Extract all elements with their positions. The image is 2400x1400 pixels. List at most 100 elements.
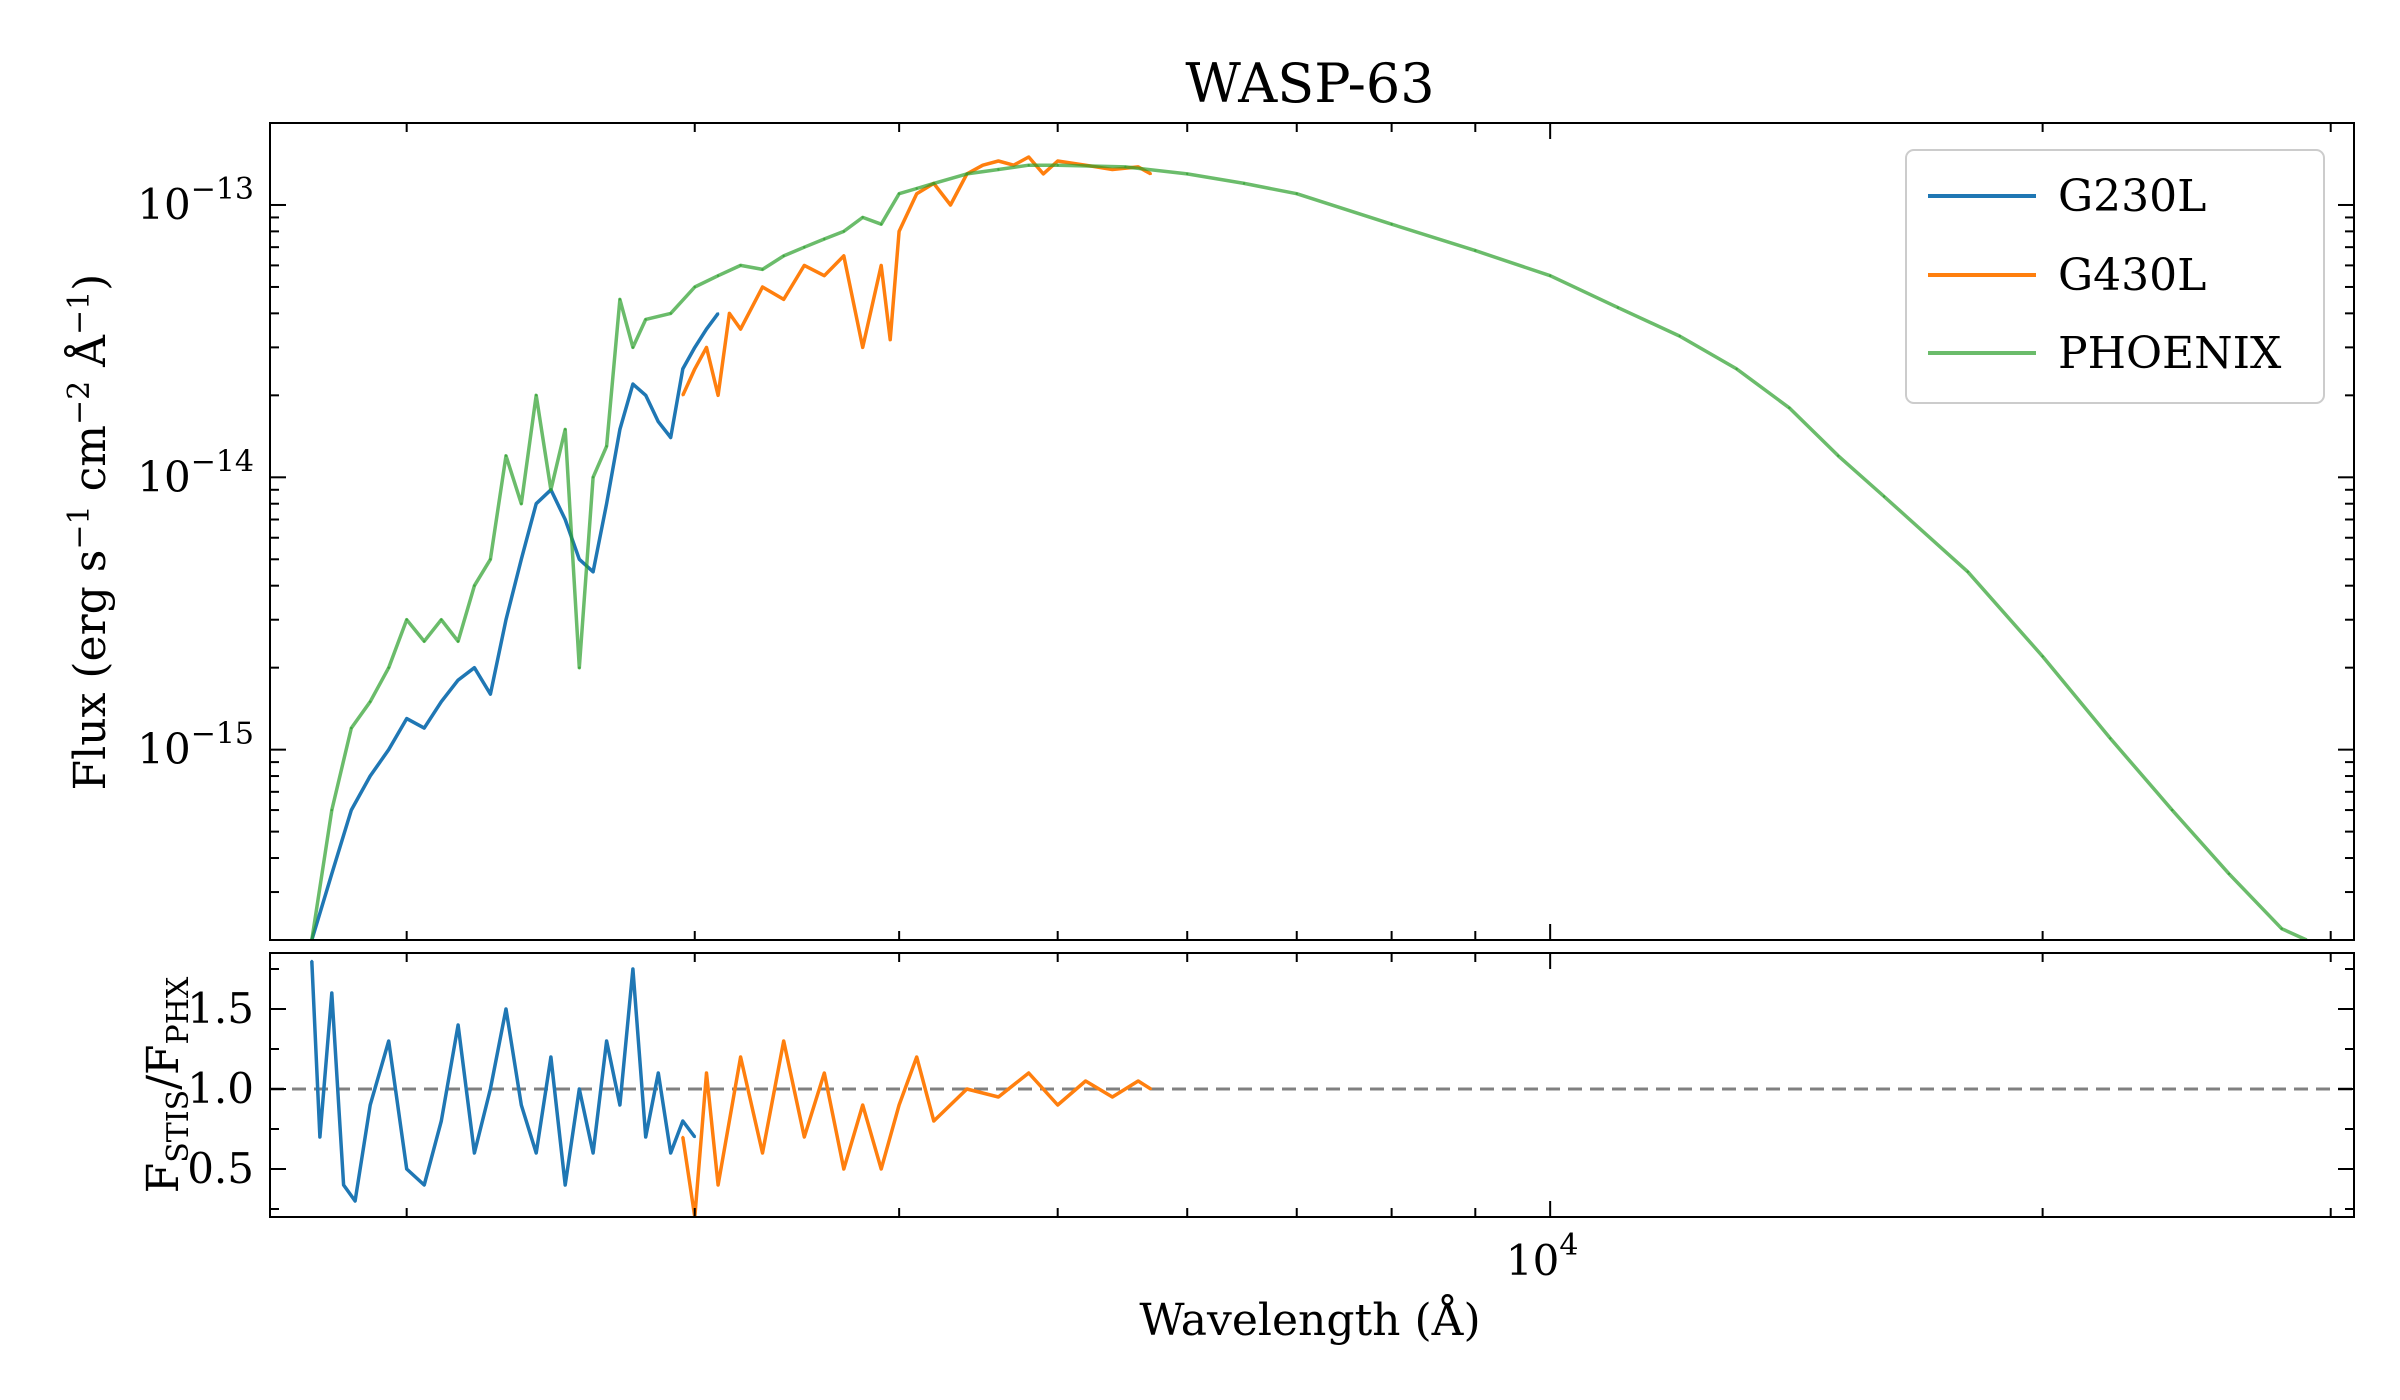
bottom-point-g430l xyxy=(1084,1079,1087,1083)
bottom-point-g230l xyxy=(456,1023,460,1027)
bottom-point-g430l xyxy=(1111,1095,1114,1099)
top-point-g230l xyxy=(605,502,608,505)
bottom-point-g430l xyxy=(803,1135,806,1139)
top-point-phoenix xyxy=(1616,306,1620,309)
bottom-point-g430l xyxy=(997,1095,1000,1099)
top-point-g230l xyxy=(456,678,460,682)
top-point-g230l xyxy=(657,420,660,423)
bottom-point-g430l xyxy=(915,1055,918,1059)
top-point-g230l xyxy=(405,717,408,720)
top-x-ticks xyxy=(405,123,2332,940)
top-point-phoenix xyxy=(387,666,390,669)
top-point-phoenix xyxy=(2171,808,2174,812)
bottom-point-g230l xyxy=(618,1103,622,1107)
bottom-point-g230l xyxy=(423,1183,426,1187)
bottom-point-g430l xyxy=(861,1103,864,1107)
top-point-g430l xyxy=(803,264,806,267)
bottom-point-g430l xyxy=(823,1071,826,1075)
top-point-g230l xyxy=(644,394,647,397)
top-point-phoenix xyxy=(1056,164,1059,167)
bottom-point-g230l xyxy=(631,967,635,971)
top-y-tick-label: 10−13 xyxy=(137,172,254,229)
top-point-g430l xyxy=(681,394,684,397)
top-point-g230l xyxy=(473,666,476,669)
bottom-x-ticks: 104 xyxy=(405,953,2332,1285)
top-point-g430l xyxy=(693,367,696,371)
top-series-phoenix xyxy=(310,163,2308,940)
legend-box xyxy=(1905,149,2325,404)
bottom-point-g430l xyxy=(897,1103,901,1107)
bottom-point-g430l xyxy=(716,1183,720,1187)
top-point-phoenix xyxy=(1242,182,1246,185)
top-point-g230l xyxy=(693,346,696,349)
bottom-point-g230l xyxy=(591,1151,595,1155)
bottom-point-g230l xyxy=(353,1199,357,1203)
top-series-group xyxy=(310,155,2308,940)
bottom-point-g430l xyxy=(761,1151,764,1155)
top-point-phoenix xyxy=(1186,172,1189,176)
legend-label-g230l: G230L xyxy=(2058,171,2206,222)
top-point-g230l xyxy=(669,436,672,439)
top-point-phoenix xyxy=(861,216,864,219)
top-point-phoenix xyxy=(2280,927,2283,930)
top-point-phoenix xyxy=(578,666,581,669)
bottom-point-g430l xyxy=(705,1071,708,1075)
bottom-point-g230l xyxy=(387,1039,390,1043)
top-point-g230l xyxy=(489,692,492,696)
top-point-phoenix xyxy=(739,264,742,267)
top-point-phoenix xyxy=(405,618,408,621)
top-point-phoenix xyxy=(330,808,333,812)
bottom-point-g230l xyxy=(330,991,333,995)
top-point-g430l xyxy=(1111,168,1114,171)
top-point-phoenix xyxy=(669,312,672,315)
bottom-point-g430l xyxy=(681,1135,684,1139)
bottom-series-g430l xyxy=(681,1039,1152,1217)
top-point-phoenix xyxy=(782,254,785,258)
bottom-series-group xyxy=(310,959,1153,1217)
top-point-phoenix xyxy=(644,318,647,321)
bottom-point-g230l xyxy=(520,1103,523,1107)
bottom-y-tick-label: 0.5 xyxy=(187,1144,254,1193)
top-point-phoenix xyxy=(535,394,538,397)
top-point-g230l xyxy=(705,327,708,331)
top-y-ticks: 10−13 10−14 10−15 xyxy=(137,122,2354,941)
top-point-phoenix xyxy=(520,502,523,505)
top-point-g230l xyxy=(504,618,508,621)
top-point-g230l xyxy=(578,558,581,561)
top-point-g430l xyxy=(861,346,864,349)
chart-title: WASP-63 xyxy=(1185,52,1434,115)
bottom-point-g230l xyxy=(405,1167,408,1171)
top-point-phoenix xyxy=(1966,570,1970,573)
bottom-point-g430l xyxy=(965,1087,969,1091)
bottom-point-g430l xyxy=(1027,1071,1030,1075)
bottom-point-g230l xyxy=(669,1151,672,1155)
bottom-point-g230l xyxy=(693,1135,696,1139)
top-point-g230l xyxy=(564,518,567,521)
bottom-point-g230l xyxy=(657,1071,660,1075)
top-point-g430l xyxy=(1042,172,1045,176)
top-series-g230l xyxy=(310,312,720,940)
top-point-phoenix xyxy=(2109,737,2112,740)
bottom-point-g430l xyxy=(782,1039,785,1043)
top-point-g230l xyxy=(350,808,353,812)
top-point-g430l xyxy=(716,394,720,397)
top-point-phoenix xyxy=(1474,249,1477,252)
legend-label-g430l: G430L xyxy=(2058,250,2206,301)
top-point-phoenix xyxy=(618,298,622,301)
legend: G230L G430L PHOENIX xyxy=(1905,149,2325,404)
x-tick-label: 104 xyxy=(1506,1228,1579,1285)
top-point-g430l xyxy=(761,285,764,289)
top-point-phoenix xyxy=(932,182,935,185)
top-y-axis-label: Flux (erg s−1 cm−2 Å−1) xyxy=(62,274,116,791)
bottom-point-g230l xyxy=(644,1135,647,1139)
top-point-phoenix xyxy=(897,192,901,195)
top-point-phoenix xyxy=(549,488,553,491)
top-point-g430l xyxy=(981,164,984,167)
bottom-point-g230l xyxy=(504,1007,508,1011)
top-point-phoenix xyxy=(1837,454,1840,457)
bottom-series-g230l xyxy=(310,960,697,1203)
top-point-phoenix xyxy=(1295,192,1298,195)
top-point-phoenix xyxy=(350,726,353,730)
legend-label-phoenix: PHOENIX xyxy=(2058,328,2282,379)
